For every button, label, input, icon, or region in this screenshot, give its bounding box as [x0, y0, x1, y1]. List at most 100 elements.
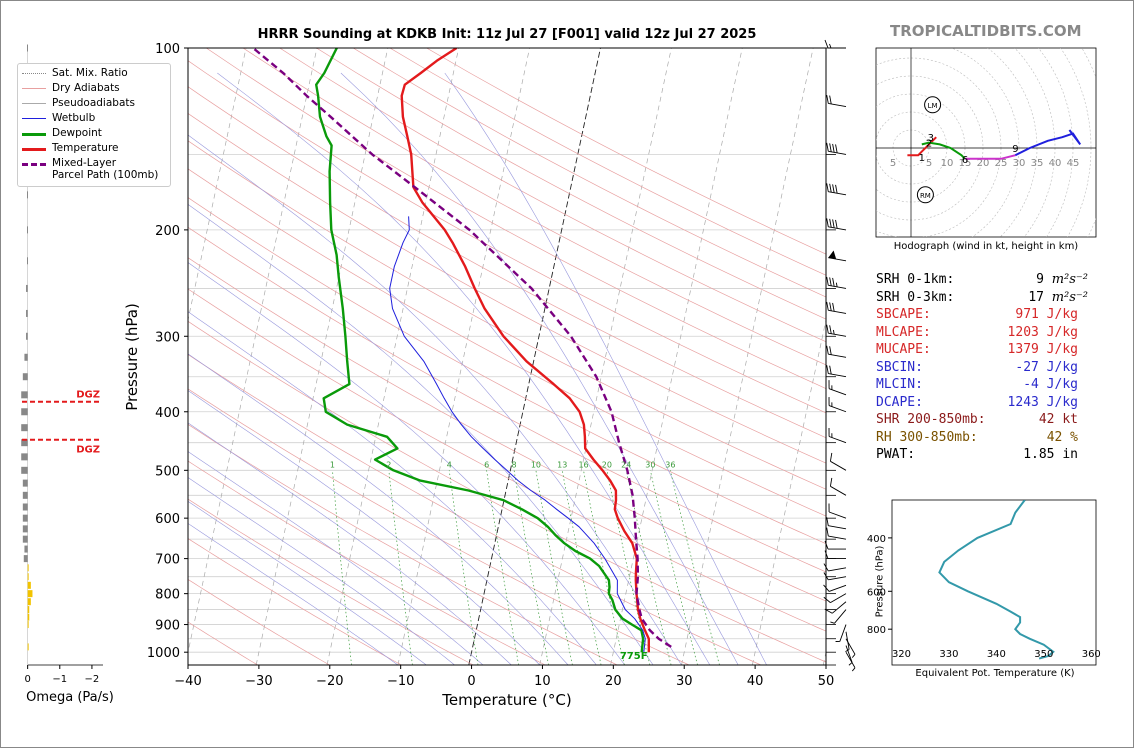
moist-adiabat-line	[188, 500, 427, 665]
index-row: MLCAPE: 1203 J/kg	[876, 325, 1096, 343]
omega-bar	[27, 44, 28, 52]
index-value: 9	[1036, 272, 1044, 287]
wind-barb	[826, 94, 847, 107]
y-tick-label: 800	[155, 588, 180, 603]
wind-barb	[826, 324, 847, 337]
theta-e-y-tick-label: 600	[867, 587, 886, 598]
omega-bar	[24, 545, 28, 553]
index-label: SHR 200-850mb:	[876, 412, 986, 427]
dgz-top-label: DGZ	[76, 390, 100, 401]
mixing-ratio-label: 16	[578, 460, 588, 469]
series-dewpoint	[315, 48, 645, 653]
legend-entry: Wetbulb	[22, 112, 170, 124]
wind-barb	[826, 345, 847, 358]
mixing-ratio-label: 1	[330, 460, 335, 469]
legend-swatch	[22, 163, 46, 166]
isotherm-line	[610, 48, 743, 665]
legend-label: Sat. Mix. Ratio	[52, 67, 128, 79]
omega-bar	[26, 309, 28, 317]
moist-adiabat-line	[188, 262, 626, 665]
hodograph-ring-label: 20	[977, 158, 990, 169]
isotherm-line	[188, 48, 318, 654]
omega-bar	[27, 643, 29, 651]
omega-bar	[26, 332, 28, 340]
hodograph-ring-label: 10	[941, 158, 954, 169]
skewt-series	[252, 48, 672, 653]
index-label: SBCAPE:	[876, 307, 931, 322]
series-mixed-layer	[252, 48, 672, 648]
omega-bar	[22, 525, 28, 533]
omega-bar	[27, 613, 30, 621]
legend-entry: Mixed-Layer Parcel Path (100mb)	[22, 157, 170, 181]
legend-label: Dry Adiabats	[52, 82, 120, 94]
theta-e-x-tick-label: 360	[1082, 649, 1101, 660]
dry-adiabat-line	[188, 460, 546, 665]
hodograph-ring-label: 40	[1049, 158, 1062, 169]
index-label: RH 300-850mb:	[876, 429, 978, 445]
y-tick-label: 400	[155, 406, 180, 421]
index-row: SHR 200-850mb: 42 kt	[876, 412, 1096, 430]
omega-bar	[27, 191, 28, 199]
legend-entry: Sat. Mix. Ratio	[22, 67, 170, 79]
x-tick-label: −30	[245, 674, 272, 689]
index-row: SBCIN: -27 J/kg	[876, 360, 1096, 378]
y-tick-label: 700	[155, 553, 180, 568]
wind-barb	[845, 645, 853, 666]
chart-title: HRRR Sounding at KDKB Init: 11z Jul 27 […	[257, 27, 757, 42]
moist-adiabat-line	[188, 203, 654, 665]
storm-motion-marker	[924, 96, 942, 114]
dry-adiabat-line	[188, 257, 826, 602]
index-value: 42 kt	[1038, 412, 1078, 427]
hodograph-height-label: 9	[1012, 144, 1018, 155]
hodograph-segment	[921, 141, 966, 160]
hodograph-height-label: 2	[926, 139, 932, 150]
wind-barb	[828, 380, 847, 396]
wind-barb	[824, 39, 846, 49]
dry-adiabat-line	[188, 538, 402, 665]
index-value: -4 J/kg	[1023, 377, 1078, 392]
wind-barb	[845, 631, 850, 653]
mixing-ratio-line	[669, 470, 720, 665]
skewt-frame	[187, 47, 827, 666]
moist-adiabat-line	[217, 72, 711, 665]
mixing-ratio-label: 2	[386, 460, 391, 469]
dry-adiabat-line	[188, 168, 826, 517]
omega-panel: DGZ DGZ 0 −1 −2	[21, 44, 103, 685]
omega-bar	[27, 257, 28, 265]
legend-label: Wetbulb	[52, 112, 96, 124]
dry-adiabat-line	[279, 48, 826, 343]
storm-motion-label: LM	[928, 102, 938, 110]
theta-e-x-tick-label: 340	[987, 649, 1006, 660]
y-tick-label: 300	[155, 330, 180, 345]
moist-adiabat-line	[188, 523, 399, 665]
index-value: 42 %	[1046, 429, 1078, 445]
mixing-ratio-line	[561, 470, 602, 665]
wind-barb	[826, 183, 847, 196]
x-tick-label: −20	[316, 674, 343, 689]
y-tick-label: 100	[155, 42, 180, 57]
wind-barb	[823, 563, 847, 572]
omega-bar	[27, 606, 30, 614]
wind-barb	[835, 624, 847, 642]
dry-adiabat-line	[206, 48, 826, 389]
omega-tick-label: −2	[85, 674, 100, 685]
x-tick-label: −40	[174, 674, 201, 689]
wind-barb	[828, 250, 847, 262]
index-unit: m²s⁻²	[1051, 272, 1088, 287]
x-tick-label: 20	[605, 674, 622, 689]
hodograph-ring-label: 30	[1013, 158, 1026, 169]
dry-adiabat-line	[188, 140, 826, 490]
dry-adiabat-line	[188, 320, 826, 663]
mixing-ratio-line	[388, 470, 413, 665]
theta-e-y-tick-label: 400	[867, 534, 886, 545]
omega-bar	[21, 439, 28, 447]
dry-adiabat-line	[188, 579, 330, 665]
legend-swatch	[22, 133, 46, 136]
theta-e-panel: 320 330 340 350 360 400 600 800	[867, 499, 1101, 666]
moist-adiabat-line	[188, 422, 512, 665]
wind-barb	[829, 477, 847, 496]
omega-bar	[21, 424, 28, 432]
wind-barb	[823, 593, 847, 604]
wind-barb	[823, 584, 847, 592]
theta-e-inner	[938, 500, 1055, 660]
